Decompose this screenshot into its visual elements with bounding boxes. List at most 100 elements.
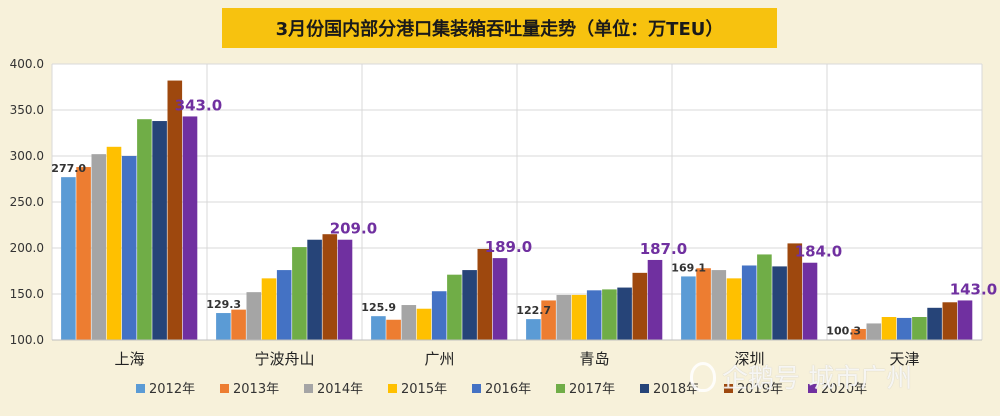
legend-label: 2017年	[569, 382, 615, 397]
bar	[91, 154, 107, 340]
bar	[711, 270, 727, 340]
bar	[617, 287, 632, 340]
bar	[602, 289, 617, 340]
penguin-logo-icon	[690, 361, 716, 392]
bar	[182, 116, 198, 340]
legend-swatch	[808, 384, 817, 393]
legend-swatch	[388, 384, 397, 393]
x-tick-label: 宁波舟山	[254, 350, 314, 368]
y-tick-label: 100.0	[10, 333, 44, 347]
bar	[462, 270, 477, 340]
bar	[741, 265, 757, 340]
chart-title: 3月份国内部分港口集装箱吞吐量走势（单位：万TEU）	[222, 8, 777, 48]
legend-label: 2013年	[233, 382, 279, 397]
legend-swatch	[304, 384, 313, 393]
bar	[526, 319, 541, 340]
bar	[787, 243, 803, 340]
bar	[556, 294, 572, 340]
data-label: 129.3	[206, 298, 241, 311]
bar	[246, 292, 262, 340]
bar	[416, 308, 432, 340]
data-label: 125.9	[361, 301, 396, 314]
data-label: 343.0	[175, 96, 222, 114]
bar	[477, 248, 493, 340]
data-label: 209.0	[330, 220, 377, 238]
bar	[632, 272, 648, 340]
legend-swatch	[136, 384, 145, 393]
bar	[772, 266, 787, 340]
bar	[371, 316, 386, 340]
legend-label: 2018年	[653, 382, 699, 397]
bar	[337, 239, 353, 340]
y-tick-label: 250.0	[10, 195, 44, 209]
bar	[322, 234, 338, 340]
bar	[106, 146, 122, 340]
data-label: 277.0	[51, 162, 86, 175]
bar	[76, 167, 91, 340]
bar	[912, 317, 927, 340]
bar	[216, 313, 231, 340]
bar	[726, 278, 742, 340]
watermark: 企鹅号 城市广州	[690, 358, 912, 395]
bar	[167, 80, 183, 340]
data-label: 143.0	[950, 280, 997, 298]
bar	[492, 258, 508, 340]
bar	[276, 270, 292, 340]
bar	[757, 254, 772, 340]
bar	[571, 294, 587, 340]
legend-swatch	[220, 384, 229, 393]
x-tick-label: 深圳	[734, 350, 764, 368]
data-label: 184.0	[795, 243, 842, 261]
legend-swatch	[472, 384, 481, 393]
bar	[896, 317, 912, 340]
bar	[942, 302, 958, 340]
bar	[401, 305, 417, 340]
legend-swatch	[640, 384, 649, 393]
bar	[447, 274, 462, 340]
bar	[152, 121, 167, 340]
bar	[137, 119, 152, 340]
data-label: 169.1	[671, 261, 706, 274]
y-tick-label: 400.0	[10, 57, 44, 71]
bar	[307, 239, 322, 340]
legend-label: 2016年	[485, 382, 531, 397]
data-label: 100.3	[826, 325, 861, 338]
legend-label: 2014年	[317, 382, 363, 397]
bar	[431, 291, 447, 340]
bar	[647, 259, 663, 340]
bar	[851, 328, 866, 340]
bar	[231, 309, 246, 340]
x-tick-label: 天津	[889, 350, 919, 368]
data-label: 187.0	[640, 240, 687, 258]
y-tick-label: 350.0	[10, 103, 44, 117]
bar	[121, 156, 137, 340]
x-tick-label: 青岛	[579, 350, 609, 368]
bar	[261, 278, 277, 340]
legend-label: 2020年	[821, 382, 867, 397]
bar	[541, 300, 556, 340]
bar	[927, 307, 942, 340]
bar	[386, 319, 401, 340]
y-tick-label: 300.0	[10, 149, 44, 163]
data-label: 189.0	[485, 238, 532, 256]
x-tick-label: 上海	[114, 350, 144, 368]
bar	[586, 290, 602, 340]
legend-label: 2015年	[401, 382, 447, 397]
bar	[802, 262, 818, 340]
bar	[696, 268, 711, 340]
bar	[866, 323, 882, 340]
bar	[681, 276, 696, 340]
bar	[957, 300, 973, 340]
y-tick-label: 200.0	[10, 241, 44, 255]
legend-swatch	[724, 384, 733, 393]
bar	[292, 247, 307, 340]
bar	[61, 177, 76, 340]
data-label: 122.7	[516, 304, 551, 317]
bar	[881, 317, 897, 340]
legend-swatch	[556, 384, 565, 393]
watermark-text: 企鹅号 城市广州	[722, 364, 913, 394]
legend-label: 2012年	[149, 382, 195, 397]
legend-label: 2019年	[737, 382, 783, 397]
